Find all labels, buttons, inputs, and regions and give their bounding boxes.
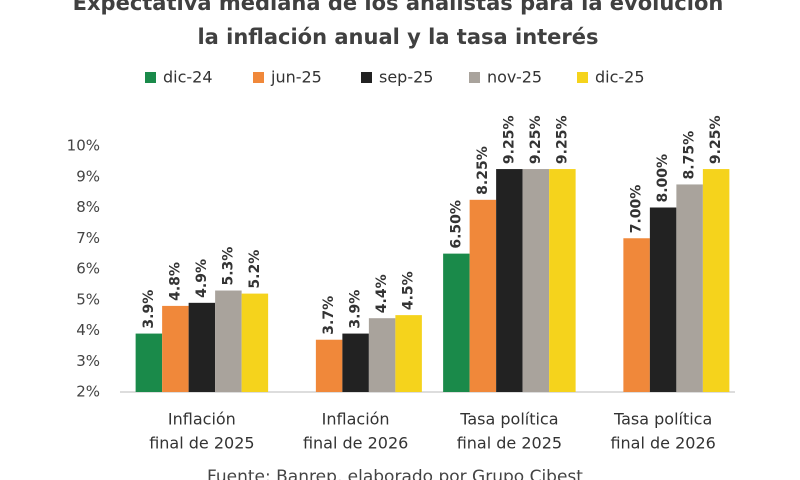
value-label: 8.25% [475, 146, 491, 195]
bar [342, 333, 369, 392]
legend-swatch [361, 72, 372, 83]
legend-label: dic-25 [595, 68, 645, 87]
y-tick-label: 9% [76, 167, 100, 185]
legend-swatch [577, 72, 588, 83]
value-label: 3.9% [348, 290, 364, 329]
bar [549, 169, 576, 392]
x-tick-label: final de 2026 [610, 434, 715, 453]
value-label: 3.7% [321, 296, 337, 335]
bar [368, 318, 396, 392]
y-tick-label: 5% [76, 290, 100, 308]
value-label: 4.9% [194, 259, 210, 298]
y-tick-label: 2% [76, 383, 100, 401]
x-tick-label: Inflación [322, 410, 390, 429]
bar [188, 302, 216, 392]
value-label: 8.75% [682, 131, 698, 180]
value-label: 5.3% [220, 247, 236, 286]
bar [496, 169, 523, 392]
bar [649, 207, 677, 392]
legend-swatch [145, 72, 156, 83]
legend-label: sep-25 [379, 68, 433, 87]
legend-label: jun-25 [270, 68, 322, 87]
bar [241, 293, 269, 392]
value-label: 6.50% [448, 200, 464, 249]
y-tick-label: 3% [76, 352, 100, 370]
source-note: Fuente: Banrep, elaborado por Grupo Cibe… [207, 467, 583, 480]
y-tick-label: 7% [76, 229, 100, 247]
bar [469, 199, 497, 392]
bar [623, 238, 650, 392]
x-tick-label: Inflación [168, 410, 236, 429]
y-tick-label: 8% [76, 198, 100, 216]
y-tick-label: 6% [76, 260, 100, 278]
y-tick-label: 10% [67, 137, 100, 155]
bar [395, 315, 422, 392]
legend-swatch [253, 72, 264, 83]
legend-label: nov-25 [487, 68, 542, 87]
bar [522, 169, 550, 392]
value-label: 4.8% [167, 262, 183, 301]
bar [162, 305, 189, 392]
x-tick-label: final de 2025 [457, 434, 562, 453]
value-label: 3.9% [141, 290, 157, 329]
bar [215, 290, 242, 392]
x-tick-label: final de 2025 [149, 434, 254, 453]
chart-title: la inflación anual y la tasa interés [197, 25, 598, 49]
x-tick-label: final de 2026 [303, 434, 408, 453]
bar [702, 169, 730, 392]
value-label: 7.00% [629, 185, 645, 234]
bar [443, 253, 470, 392]
value-label: 9.25% [501, 115, 517, 164]
bar [135, 333, 163, 392]
value-label: 5.2% [247, 250, 263, 289]
value-label: 8.00% [655, 154, 671, 203]
value-label: 9.25% [708, 115, 724, 164]
value-label: 4.5% [401, 271, 417, 310]
value-label: 4.4% [374, 274, 390, 313]
legend-swatch [469, 72, 480, 83]
bar [315, 339, 343, 392]
y-tick-label: 4% [76, 321, 100, 339]
value-label: 9.25% [528, 115, 544, 164]
x-tick-label: Tasa política [613, 410, 712, 429]
value-label: 9.25% [554, 115, 570, 164]
legend-label: dic-24 [163, 68, 213, 87]
bar [676, 184, 703, 392]
chart-title: Expectativa mediana de los analistas par… [73, 0, 724, 15]
x-tick-label: Tasa política [459, 410, 558, 429]
